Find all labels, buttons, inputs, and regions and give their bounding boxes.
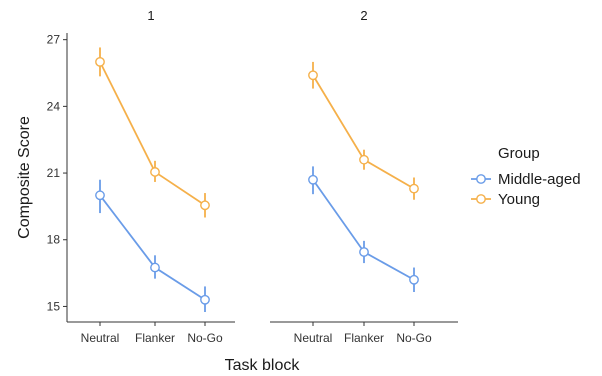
y-tick-label-24: 24 <box>47 99 61 113</box>
series-line-Young-1 <box>99 61 206 207</box>
facet-label-2: 2 <box>360 8 367 23</box>
facet-label-1: 1 <box>147 8 154 23</box>
y-tick-label-18: 18 <box>47 233 61 247</box>
data-point-Young-1-No-Go <box>200 200 210 211</box>
data-point-Middle-aged-1-Neutral <box>95 190 105 201</box>
legend-key-point-Young <box>476 194 486 204</box>
legend-label-Middle-aged: Middle-aged <box>498 171 581 188</box>
x-axis-title: Task block <box>225 357 301 374</box>
legend-key-point-Middle-aged <box>476 174 486 184</box>
y-tick-label-21: 21 <box>47 166 61 180</box>
data-point-Young-2-Flanker <box>359 154 369 165</box>
x-tick-label-2-Flanker: Flanker <box>344 331 384 345</box>
y-axis-title: Composite Score <box>16 116 33 239</box>
data-point-Middle-aged-2-Neutral <box>308 174 318 185</box>
legend-title: Group <box>498 145 540 162</box>
y-tick-label-15: 15 <box>47 299 61 313</box>
x-tick-label-1-Flanker: Flanker <box>135 331 175 345</box>
data-point-Young-2-No-Go <box>409 183 419 194</box>
series-line-Young-2 <box>312 74 415 190</box>
data-point-Middle-aged-2-No-Go <box>409 274 419 285</box>
data-point-Young-2-Neutral <box>308 70 318 81</box>
x-tick-label-1-Neutral: Neutral <box>81 331 120 345</box>
data-point-Middle-aged-2-Flanker <box>359 247 369 257</box>
x-tick-label-2-No-Go: No-Go <box>396 331 432 345</box>
data-point-Middle-aged-1-Flanker <box>150 262 160 273</box>
x-tick-label-1-No-Go: No-Go <box>187 331 223 345</box>
data-point-Young-1-Flanker <box>150 167 160 177</box>
legend-label-Young: Young <box>498 191 540 208</box>
data-point-Middle-aged-1-No-Go <box>200 294 210 305</box>
series-line-Middle-aged-1 <box>99 194 206 301</box>
series-line-Middle-aged-2 <box>312 179 415 281</box>
x-tick-label-2-Neutral: Neutral <box>294 331 333 345</box>
y-tick-label-27: 27 <box>47 33 61 47</box>
data-point-Young-1-Neutral <box>95 57 105 67</box>
